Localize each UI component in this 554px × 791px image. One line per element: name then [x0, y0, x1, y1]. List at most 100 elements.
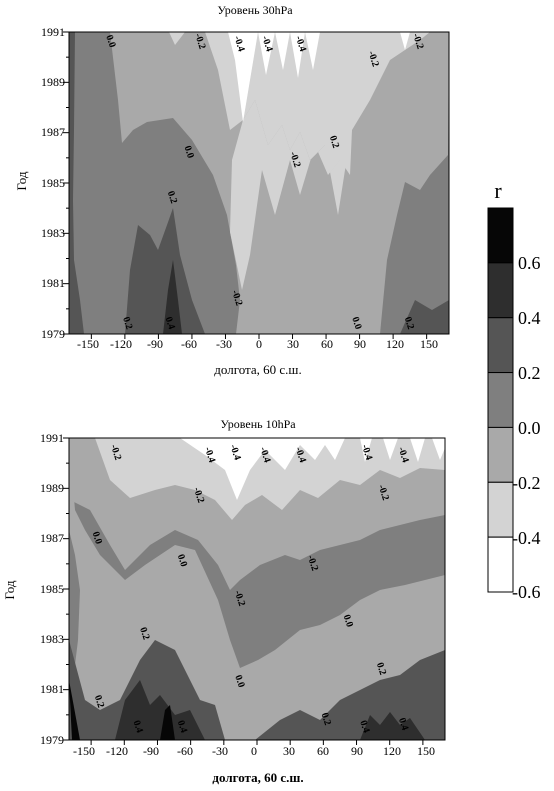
colorbar-tick: -0.4 [512, 528, 541, 548]
x-tick: -150 [77, 337, 99, 351]
contour-label: -0.4 [293, 446, 308, 464]
level-0.4-0.6 [163, 260, 182, 334]
contour-label: -0.2 [376, 483, 391, 501]
contour-label: -0.2 [305, 554, 320, 572]
x-tick: 90 [354, 337, 366, 351]
x-tick: 120 [383, 744, 401, 758]
contour-label: -0.4 [231, 35, 246, 53]
x-tick: 150 [417, 744, 435, 758]
contour-label: -0.4 [395, 446, 410, 464]
y-tick: 1983 [40, 632, 64, 646]
y-tick: 1979 [41, 327, 65, 341]
contour-label: 0.0 [103, 34, 117, 49]
contour-label: 0.0 [349, 316, 363, 331]
x-tick: 0 [256, 337, 262, 351]
panel-10hpa: Уровень 10hPa -150 -120 -90 -60 -30 [2, 417, 446, 785]
colorbar-tick: 0.2 [518, 363, 541, 383]
y-tick: 1987 [41, 125, 65, 139]
y-tick: 1981 [40, 682, 64, 696]
contour-label: -0.4 [259, 35, 274, 53]
contour-label: -0.2 [192, 32, 207, 50]
level-0.6-0.8 [69, 680, 80, 740]
x-tick: 30 [283, 744, 295, 758]
level-minus0.4-minus0.2 [205, 32, 430, 215]
x-axis-label: долгота, 60 с.ш. [214, 362, 301, 377]
level-minus0.6-minus0.4 [400, 32, 410, 50]
contour-label: -0.2 [410, 32, 425, 50]
contour-label: 0.2 [319, 711, 333, 726]
contour-label: -0.4 [227, 443, 242, 461]
y-tick: 1989 [41, 75, 65, 89]
y-axis-label: Год [2, 580, 17, 599]
contour-fill [69, 32, 449, 334]
colorbar-tick: -0.2 [512, 473, 541, 493]
x-tick-labels: -150 -120 -90 -60 -30 0 30 60 90 120 150 [73, 744, 435, 758]
x-tick: -60 [181, 337, 197, 351]
contour-label: -0.2 [287, 150, 302, 168]
y-tick-labels: 1991 1989 1987 1985 1983 1981 1979 [41, 25, 65, 341]
x-tick: -30 [216, 337, 232, 351]
colorbar-tick-labels: 0.6 0.4 0.2 0.0 -0.2 -0.4 -0.6 [512, 253, 541, 602]
contour-label: -0.4 [359, 443, 374, 461]
y-tick: 1979 [40, 733, 64, 747]
contour-label: 0.0 [90, 530, 104, 545]
contour-label: 0.2 [402, 316, 416, 331]
contour-label: 0.2 [120, 316, 134, 331]
contour-label: -0.2 [229, 289, 244, 307]
x-tick: -60 [177, 744, 193, 758]
contour-label: 0.0 [232, 674, 246, 689]
x-tick: -90 [147, 337, 163, 351]
contour-label: -0.2 [108, 443, 123, 461]
contour-label: 0.4 [357, 719, 371, 734]
x-tick: 60 [321, 337, 333, 351]
x-tick: 30 [287, 337, 299, 351]
y-tick: 1983 [41, 226, 65, 240]
contour-label: 0.0 [175, 553, 189, 568]
level-0.2-0.4 [125, 208, 205, 334]
contour-label: 0.2 [374, 661, 388, 676]
contour-label: 0.4 [131, 719, 145, 734]
level-0.2-0.4 [69, 32, 84, 334]
level-minus0.6-minus0.4 [228, 32, 320, 122]
x-tick: -90 [143, 744, 159, 758]
x-tick: 120 [386, 337, 404, 351]
level-0.4-0.6 [360, 712, 425, 740]
y-tick: 1981 [41, 276, 65, 290]
contour-label: 0.2 [92, 694, 106, 709]
contour-label: 0.2 [327, 134, 341, 149]
contour-label: -0.2 [365, 50, 380, 68]
colorbar-swatch [487, 372, 514, 428]
colorbar-swatch [487, 536, 514, 593]
colorbar-swatch [487, 426, 514, 483]
contour-label: 0.4 [396, 716, 410, 731]
level-minus0.4-minus0.2 [230, 100, 352, 290]
colorbar-tick: -0.6 [512, 582, 541, 602]
x-tick: 90 [351, 744, 363, 758]
contour-label: 0.0 [182, 144, 196, 159]
colorbar-swatch [487, 317, 514, 374]
x-tick: -30 [212, 744, 228, 758]
panel-title: Уровень 30hPa [217, 3, 293, 17]
panel-title: Уровень 10hPa [220, 417, 296, 431]
colorbar-swatch [487, 481, 514, 538]
level-0.2-0.4 [400, 300, 449, 334]
contour-label: 0.4 [163, 316, 177, 331]
x-tick: 60 [317, 744, 329, 758]
contour-label: -0.2 [191, 486, 206, 504]
y-tick: 1985 [41, 176, 65, 190]
y-tick: 1985 [40, 582, 64, 596]
colorbar-tick: 0.0 [518, 418, 541, 438]
contour-label: 0.4 [175, 719, 189, 734]
contour-label: -0.4 [202, 446, 217, 464]
colorbar-tick: 0.4 [518, 308, 541, 328]
y-tick: 1989 [40, 481, 64, 495]
contour-label: -0.2 [232, 589, 247, 607]
contour-label: 0.2 [165, 190, 179, 205]
colorbar-swatches [487, 207, 514, 593]
x-tick: -150 [73, 744, 95, 758]
level-minus0.4-minus0.2 [95, 438, 445, 520]
contour-label: 0.0 [341, 613, 355, 628]
x-tick-labels: -150 -120 -90 -60 -30 0 30 60 90 120 150 [77, 337, 438, 351]
level-0.2-0.4 [255, 650, 445, 740]
